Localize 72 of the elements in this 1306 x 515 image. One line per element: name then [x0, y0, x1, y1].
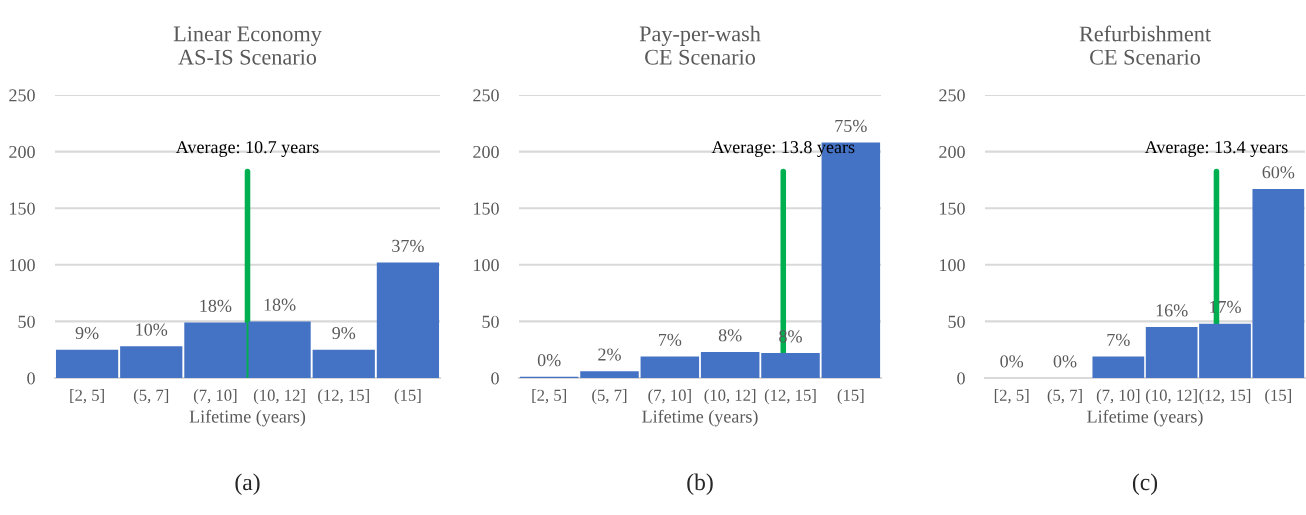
annotation: 0%: [1053, 355, 1077, 368]
x-axis-title: Lifetime (years): [1087, 409, 1203, 427]
chart-title: Linear Economy AS-IS Scenario: [173, 26, 322, 65]
y-tick-label: 250: [9, 89, 35, 102]
x-tick-label: (10, 12]: [704, 389, 756, 405]
y-tick-label: 0: [491, 372, 499, 385]
x-tick-label: (7, 10]: [193, 389, 237, 405]
y-tick-label: 150: [474, 202, 499, 215]
x-tick-label: (12, 15]: [318, 389, 369, 405]
bar: [376, 262, 440, 378]
y-tick-label: 0: [27, 372, 35, 385]
y-tick-label: 150: [10, 202, 35, 215]
bar: [761, 353, 820, 378]
x-tick-label: (5, 7]: [133, 389, 169, 405]
annotation: 37%: [392, 239, 424, 252]
y-tick-label: 100: [10, 259, 35, 272]
x-axis-title: Lifetime (years): [189, 409, 306, 427]
x-tick-label: [2, 5]: [532, 389, 566, 404]
bar: [55, 349, 119, 378]
x-tick-label: (12, 15]: [764, 389, 816, 405]
y-tick-label: 150: [940, 202, 965, 215]
bar: [1092, 356, 1145, 378]
y-tick-label: 0: [957, 372, 965, 385]
x-tick-label: (15]: [394, 389, 421, 405]
x-tick-label: (5, 7]: [1047, 389, 1082, 405]
annotation: 8%: [718, 329, 742, 342]
x-tick-label: (5, 7]: [592, 389, 627, 405]
annotation: 0%: [537, 354, 561, 367]
text: (b): [687, 473, 713, 495]
x-tick-label: (10, 12]: [253, 389, 305, 405]
x-tick-label: (7, 10]: [1096, 389, 1140, 405]
annotation: 0%: [1000, 355, 1024, 368]
annotation: 18%: [264, 298, 296, 311]
bar: [312, 349, 375, 378]
annotation: 7%: [658, 333, 682, 346]
annotation: 75%: [835, 119, 867, 132]
annotation: 10%: [136, 323, 168, 336]
annotation: 18%: [200, 299, 232, 312]
bar: [580, 371, 639, 378]
y-tick-label: 50: [482, 315, 499, 328]
annotation: Average: 10.7 years: [175, 141, 319, 157]
y-tick-label: 100: [474, 259, 499, 272]
x-tick-label: (12, 15]: [1199, 389, 1251, 405]
chart-title: Pay-per-wash CE Scenario: [639, 25, 761, 65]
y-tick-label: 50: [948, 315, 965, 328]
text: (c): [1132, 473, 1158, 495]
x-axis-title: Lifetime (years): [642, 409, 758, 427]
bar: [640, 356, 700, 378]
annotation: Average: 13.4 years: [1144, 141, 1288, 157]
x-tick-label: [2, 5]: [994, 389, 1029, 404]
x-tick-label: (7, 10]: [648, 389, 691, 405]
x-tick-label: [2, 5]: [70, 389, 104, 404]
annotation: 2%: [598, 348, 621, 361]
y-tick-label: 200: [473, 145, 499, 159]
bar: [700, 351, 760, 378]
x-tick-label: (15]: [1265, 389, 1291, 405]
bar: [120, 346, 183, 378]
annotation: 16%: [1156, 304, 1188, 317]
annotation: 60%: [1262, 166, 1295, 179]
y-tick-label: 200: [9, 145, 35, 159]
y-tick-label: 250: [473, 89, 499, 102]
x-tick-label: (10, 12]: [1146, 389, 1197, 405]
annotation: 9%: [75, 326, 99, 340]
text: (a): [235, 473, 260, 495]
x-tick-label: (15]: [837, 389, 864, 405]
annotation: 7%: [1107, 333, 1130, 346]
annotation: 9%: [332, 326, 356, 340]
y-tick-label: 50: [18, 315, 35, 328]
chart-title: Refurbishment CE Scenario: [1079, 25, 1211, 65]
y-tick-label: 100: [940, 259, 965, 272]
y-tick-label: 200: [939, 145, 965, 159]
y-tick-label: 250: [939, 89, 965, 102]
